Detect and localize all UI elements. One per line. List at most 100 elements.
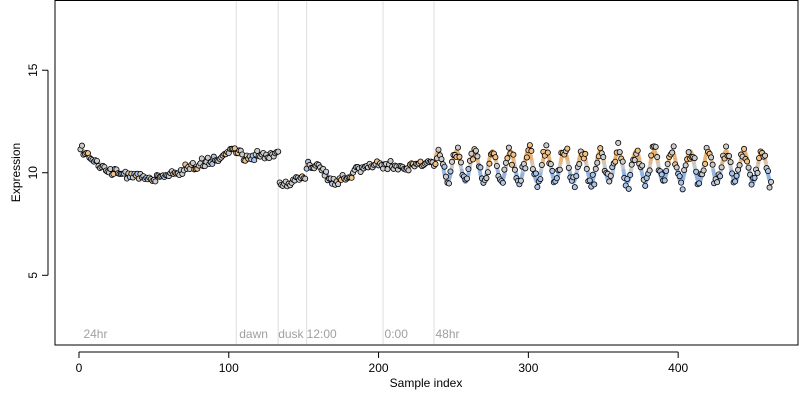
data-point [571, 184, 578, 191]
y-tick-label: 5 [26, 272, 40, 279]
data-point [661, 177, 668, 184]
data-point [631, 157, 638, 164]
data-point [607, 172, 614, 179]
data-point [576, 161, 583, 168]
data-point [658, 171, 665, 178]
data-point [454, 144, 461, 151]
data-point [664, 160, 671, 167]
data-point [537, 176, 544, 183]
region-label: dusk [278, 327, 304, 341]
data-point [254, 147, 261, 154]
y-tick-label: 10 [26, 166, 40, 180]
data-point [642, 182, 649, 189]
data-point [627, 171, 634, 178]
data-point [727, 159, 734, 166]
region-label: 48hr [435, 327, 459, 341]
data-point [592, 165, 599, 172]
data-point [646, 167, 653, 174]
data-point [543, 142, 550, 149]
data-point [189, 159, 196, 166]
data-point [754, 169, 761, 176]
data-point [348, 174, 355, 181]
x-tick-label: 400 [668, 361, 688, 375]
data-point [726, 152, 733, 159]
data-point [549, 167, 556, 174]
data-point [198, 155, 205, 162]
data-point [474, 153, 481, 160]
data-point [468, 150, 475, 157]
data-point [624, 175, 631, 182]
data-point [323, 168, 330, 175]
data-point [442, 173, 449, 180]
data-point [696, 180, 703, 187]
data-point [465, 166, 472, 173]
data-point [606, 178, 613, 185]
data-point [463, 175, 470, 182]
data-point [387, 158, 394, 165]
data-point [616, 149, 623, 156]
data-point [486, 160, 493, 167]
data-point [691, 155, 698, 162]
region-label: 24hr [83, 327, 107, 341]
data-point [499, 179, 506, 186]
axes: 0 100 200 300 400 5 10 15 [26, 63, 688, 375]
data-point [544, 149, 551, 156]
data-point [652, 143, 659, 150]
data-point [654, 154, 661, 161]
region-label: 12:00 [307, 327, 337, 341]
data-point [693, 168, 700, 175]
data-point [457, 159, 464, 166]
data-point [685, 149, 692, 156]
x-tick-label: 0 [76, 361, 83, 375]
data-point [733, 172, 740, 179]
data-point [565, 164, 572, 171]
data-point [78, 142, 85, 149]
x-tick-label: 200 [369, 361, 389, 375]
x-axis-title: Sample index [390, 376, 463, 390]
data-point [736, 162, 743, 169]
data-point [448, 158, 455, 165]
data-point [766, 184, 773, 191]
data-point [517, 177, 524, 184]
data-point [441, 163, 448, 170]
data-point [528, 147, 535, 154]
data-point [669, 149, 676, 156]
data-point [748, 181, 755, 188]
data-point [744, 158, 751, 165]
data-point [93, 157, 100, 164]
data-point [591, 181, 598, 188]
data-point [582, 150, 589, 157]
data-point [493, 162, 500, 169]
data-point [438, 156, 445, 163]
data-point [586, 177, 593, 184]
data-point [445, 180, 452, 187]
data-point [405, 167, 412, 174]
data-point [682, 162, 689, 169]
data-point [432, 161, 439, 168]
data-point [501, 166, 508, 173]
data-point [553, 175, 560, 182]
data-point [678, 179, 685, 186]
data-point [676, 173, 683, 180]
data-point [597, 145, 604, 152]
data-point [510, 151, 517, 158]
data-point [573, 173, 580, 180]
data-point [152, 178, 159, 185]
data-point [532, 170, 539, 177]
plot-frame [54, 0, 799, 346]
data-point [275, 148, 282, 155]
data-point [547, 161, 554, 168]
data-point [709, 161, 716, 168]
data-point [628, 161, 635, 168]
data-point [526, 142, 533, 149]
x-tick-label: 300 [518, 361, 538, 375]
data-point [639, 162, 646, 169]
data-point [663, 167, 670, 174]
data-point [768, 178, 775, 185]
data-point [534, 184, 541, 191]
y-tick-label: 15 [26, 63, 40, 77]
data-point [522, 165, 529, 172]
data-point [302, 175, 309, 182]
data-point [751, 174, 758, 181]
